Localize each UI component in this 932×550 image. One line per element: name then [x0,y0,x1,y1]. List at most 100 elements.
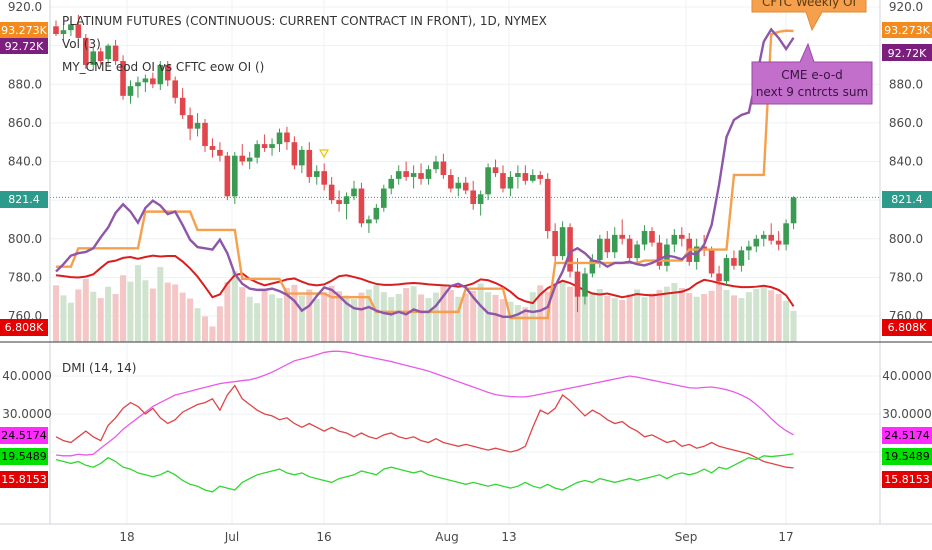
candle-body [105,45,111,60]
svg-text:15.8153: 15.8153 [884,473,930,486]
volume-bar [537,285,544,342]
left-volume-tag: 6.808K [0,319,48,336]
cftc-note[interactable]: CFTC Weekly OI [751,0,867,32]
volume-bar [671,283,678,342]
price-tick-label-left: 880.0 [8,77,42,91]
candle-body [530,175,536,181]
left-dmi-green-tag: 19.5489 [0,448,48,465]
candle-body [239,155,246,162]
candle-body [507,176,514,189]
candle-body [313,171,320,177]
volume-bar [626,294,633,342]
volume-bar [239,287,246,342]
right-dmi-green-tag: 19.5489 [882,448,932,465]
candle-body [366,219,372,224]
volume-bar [462,293,469,342]
candle-body [418,173,424,179]
left-dmi-red-tag: 15.8153 [0,471,48,488]
candle-body [299,149,305,166]
candle-body [485,167,491,195]
candle-body [544,178,551,232]
volume-bar [760,287,767,342]
volume-bar [254,303,261,342]
chart-title[interactable]: PLATINUM FUTURES (CONTINUOUS: CURRENT CO… [62,14,547,28]
candle-body [597,238,603,260]
volume-bar [649,293,655,342]
svg-text:821.4: 821.4 [8,193,40,206]
svg-text:6.808K: 6.808K [5,321,44,334]
candle-body [142,78,149,83]
axis-labels: 920.0 920.0 880.0 880.0 860.0 860.0 840.0 840.0… [2,0,932,421]
volume-bar [105,286,112,342]
candle-body [477,194,484,204]
time-tick-label: Aug [435,530,458,544]
candle-body [716,273,722,282]
price-tick-label-right: 780.0 [889,270,923,284]
volume-bar [485,292,492,342]
svg-text:19.5489: 19.5489 [884,450,930,463]
volume-bar [388,297,395,342]
volume-bar [328,285,335,342]
cme-note-line1: CME e-o-d [781,68,843,82]
volume-bar [507,301,514,342]
candle-body [135,82,141,87]
volume-bar [604,295,611,342]
time-axis[interactable]: 18 Jul 16 Aug 13 Sep 17 [119,530,793,544]
candle-body [425,169,432,179]
svg-text:93.273K: 93.273K [884,24,930,37]
cme-note[interactable]: CME e-o-d next 9 cntrcts sum [751,42,873,105]
candle-body [97,51,104,62]
volume-bar [343,295,350,342]
candle-body [202,122,208,147]
volume-bar [313,299,320,342]
candle-body [492,167,499,174]
price-tick-label-left: 860.0 [8,116,42,130]
candle-body [462,182,469,191]
svg-text:24.5174: 24.5174 [1,429,47,442]
right-volume-tag: 6.808K [882,319,932,336]
volume-bar [351,299,357,342]
candle-body [448,175,454,189]
candle-body [783,223,789,245]
volume-bar [574,294,581,342]
candle-body [515,173,521,177]
dmi-legend[interactable]: DMI (14, 14) [62,361,136,375]
volume-bar [581,297,588,342]
volume-legend[interactable]: Vol (3) [62,37,101,51]
candle-body [552,231,558,257]
volume-bar [336,291,343,342]
candle-body [246,157,253,162]
time-tick-label: Jul [224,530,239,544]
candle-body [746,246,752,251]
indicator-lines [55,27,795,320]
candle-body [164,64,171,81]
dmi-tick-label-right: 40.0000 [882,369,932,383]
left-last-price-tag: 821.4 [0,191,48,208]
volume-bar [216,306,223,342]
candle-body [209,146,216,150]
oi-indicator-legend[interactable]: MY_CME eod OI vs CFTC eow OI () [62,60,264,74]
volume-bar [209,326,216,342]
cme-eod-oi-line [55,27,795,318]
price-tick-label-right: 880.0 [889,77,923,91]
candle-body [440,161,447,176]
volume-bar [425,298,432,342]
candle-body [775,240,782,245]
volume-bar [112,294,119,342]
volume-bar [596,288,603,342]
dmi-minus-line [55,384,794,469]
volume-bar [410,286,417,342]
candle-body [567,227,573,272]
price-tick-label-left: 800.0 [8,232,42,246]
candle-body [83,37,89,65]
right-dmi-red-tag: 15.8153 [882,471,932,488]
candle-body [187,115,193,129]
candle-body [172,80,178,98]
volume-bar [172,284,179,342]
volume-bar [97,298,104,342]
candle-body [671,234,678,245]
volume-bar [395,294,402,342]
candle-body [611,234,618,253]
volume-bar [716,283,723,342]
